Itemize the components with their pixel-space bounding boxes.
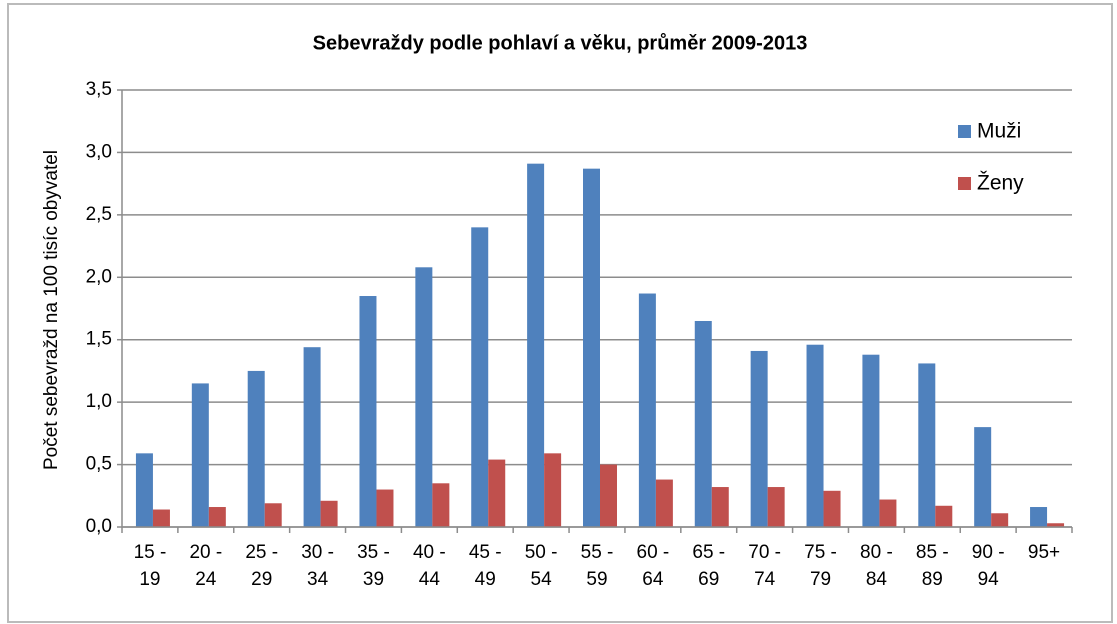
bar	[655, 479, 673, 527]
bar	[1030, 507, 1048, 527]
bar	[862, 354, 880, 527]
bar	[303, 347, 321, 527]
bar	[320, 500, 338, 527]
bar	[918, 363, 936, 527]
bar	[750, 350, 768, 527]
bar	[376, 489, 394, 527]
legend-label: Ženy	[977, 172, 1024, 195]
bar	[694, 320, 712, 527]
y-tick-label: 2,5	[86, 204, 112, 225]
bar	[359, 296, 377, 527]
bar	[471, 227, 489, 528]
x-tick-label: 75 - 79	[804, 542, 837, 590]
bar	[264, 503, 282, 527]
x-tick-label: 15 - 19	[133, 542, 167, 590]
x-tick-label: 45 - 49	[468, 542, 502, 590]
chart-title: Sebevraždy podle pohlaví a věku, průměr …	[313, 32, 808, 54]
x-tick-label: 70 - 74	[748, 542, 782, 590]
y-tick-label: 3,5	[86, 79, 112, 100]
bar	[415, 267, 433, 527]
bar	[583, 168, 600, 527]
bar	[600, 464, 617, 527]
bar	[879, 499, 897, 527]
x-tick-label: 85 - 89	[915, 542, 949, 590]
y-tick-label: 0,0	[86, 516, 112, 537]
x-tick-label: 25 - 29	[245, 542, 279, 590]
bar	[1047, 523, 1065, 527]
x-tick-label: 90 - 94	[971, 542, 1005, 590]
bar	[527, 163, 545, 527]
x-tick-label: 35 - 39	[357, 542, 390, 590]
bar	[991, 513, 1009, 527]
x-tick-label: 50 - 54	[524, 542, 558, 590]
legend-label: Muži	[977, 120, 1021, 143]
bar	[806, 344, 824, 527]
y-tick-label: 2,0	[86, 266, 112, 287]
x-tick-label: 60 - 64	[636, 542, 670, 590]
y-tick-label: 0,5	[86, 454, 112, 475]
bar	[488, 459, 506, 527]
y-tick-label: 1,0	[86, 391, 112, 412]
y-tick-label: 3,0	[86, 141, 112, 162]
bar	[135, 453, 153, 527]
bar	[638, 293, 656, 527]
chart-frame	[7, 3, 1113, 623]
bar	[208, 507, 226, 527]
x-tick-label: 55 - 59	[580, 542, 614, 590]
bar	[544, 453, 562, 527]
x-tick-label: 40 - 44	[412, 542, 446, 590]
legend-swatch	[958, 125, 971, 138]
bar	[247, 370, 265, 527]
bar	[823, 490, 841, 527]
bar	[152, 509, 170, 527]
legend-swatch	[958, 177, 971, 190]
bar	[711, 487, 729, 527]
x-tick-label: 80 - 84	[860, 542, 893, 590]
bar	[974, 427, 992, 527]
x-tick-label: 95+	[1027, 542, 1061, 563]
y-axis-label: Počet sebevražd na 100 tisíc obyvatel	[41, 150, 62, 470]
bar	[432, 483, 450, 527]
bar	[191, 383, 209, 527]
bar	[767, 487, 785, 527]
x-tick-label: 20 - 24	[189, 542, 223, 590]
x-tick-label: 30 - 34	[301, 542, 334, 590]
y-tick-label: 1,5	[86, 329, 112, 350]
bar	[935, 505, 953, 527]
x-tick-label: 65 - 69	[692, 542, 726, 590]
